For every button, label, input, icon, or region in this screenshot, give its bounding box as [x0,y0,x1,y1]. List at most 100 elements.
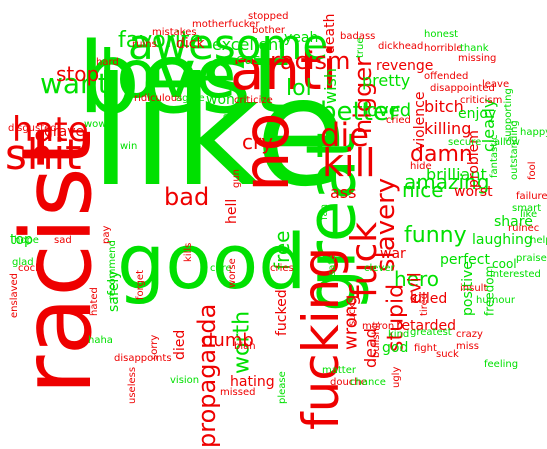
word-easy: easy [236,51,269,68]
word-secure: secure [448,137,482,148]
word-disappointed: disappointed [430,83,495,94]
word-missed: missed [220,387,256,398]
word-enjoy: enjoy [458,105,497,122]
word-worse: worse [227,258,238,288]
word-cried: cried [386,115,411,126]
word-hope: hope [14,235,39,246]
word-amazing: amazing [404,170,490,194]
word-clever: clever [364,263,395,274]
word-hide: hide [410,161,432,172]
word-wish: wish [320,67,340,104]
word-brilliant: brilliant [426,165,487,185]
word-miss: miss [456,341,479,352]
word-smart: smart [512,203,542,214]
word-humour: humour [476,295,515,306]
word-disgusted: disgusted [8,123,57,134]
word-laughing: laughing [472,231,533,248]
word-forget: forget [135,270,146,300]
word-died: died [172,329,189,360]
word-thank: thank [460,43,489,54]
word-loved: loved [362,99,412,121]
word-share: share [494,213,533,230]
word-fucked: fucked [274,289,291,336]
word-fight: fight [414,343,437,354]
word-killed: killed [410,290,448,307]
word-enslaved: enslaved [9,272,20,318]
word-worst: worst [454,183,493,200]
word-supporting: supporting [503,88,514,142]
word-dumb: dumb [202,329,254,351]
word-mistakes: mistakes [152,27,197,38]
word-ugly: ugly [391,366,402,388]
word-recommend: recommend [107,240,118,300]
word-top: top [10,231,33,248]
word-allow: allow [494,137,520,148]
word-shit: shit [5,130,82,180]
word-horrible: horrible [424,43,463,54]
word-awesome: awesome [128,20,329,70]
word-love: love [98,36,237,114]
word-blah: blah [234,341,256,352]
word-safe: safe [327,254,338,276]
word-help: help [530,235,547,246]
word-cool: cool [492,257,517,272]
word-best: best [78,21,290,136]
word-violence: violence [412,91,429,150]
word-yeah: yeah [284,29,319,46]
word-ruinec: ruinec [508,223,540,234]
word-gun: gun [231,168,242,188]
word-honest: honest [424,29,459,40]
word-want: want [40,66,109,100]
word-lol: lol [286,76,312,102]
word-nice: nice [402,178,444,202]
word-fool: fool [527,161,538,180]
word-fine: fine [221,107,232,126]
word-grave: grave [44,123,85,140]
word-hating: hating [230,373,275,390]
word-please: please [277,371,288,404]
word-sucks: sucks [347,297,358,326]
word-ruins: ruins [132,39,157,50]
word-missing: missing [458,53,497,64]
word-badass: badass [340,31,376,42]
word-cock: cock [18,263,41,274]
word-pretty: pretty [362,71,411,91]
word-won: won [206,91,235,108]
word-hero: hero [394,267,439,291]
word-damn: damn [410,142,473,168]
word-bitch: bitch [424,97,464,117]
word-crazy: crazy [456,329,483,340]
word-disappoints: disappoints [114,353,172,364]
word-sad: sad [54,235,72,246]
word-excellent: excellent [212,35,285,55]
word-haha: haha [88,335,113,346]
word-ass: ass [330,183,357,203]
word-criticism: criticism [460,95,503,106]
word-win: win [120,141,138,152]
word-war: war [380,245,406,262]
word-hard: hard [96,57,119,68]
word-kills: kills [183,242,194,262]
word-tired: tired [419,292,430,316]
word-true: true [355,37,366,58]
word-greatest: greatest [410,327,452,338]
word-bother: bother [252,25,285,36]
word-hell: hell [224,198,241,224]
word-failure: failure [516,191,547,202]
word-hate: hate [12,109,89,150]
word-cry: cry [242,130,274,154]
word-killing: killing [424,119,472,139]
word-like: like [520,209,538,220]
word-useless: useless [127,366,138,404]
word-death: death [322,13,339,54]
word-agree: agree [176,93,205,104]
word-revenge: revenge [376,57,434,74]
word-anti: anti [230,38,338,104]
word-interested: interested [490,269,541,280]
word-funny: funny [404,223,467,249]
word-kill: kill [322,140,376,185]
word-leave: leave [482,79,510,90]
word-wow: wow [84,119,107,130]
word-stopped: stopped [248,11,289,22]
